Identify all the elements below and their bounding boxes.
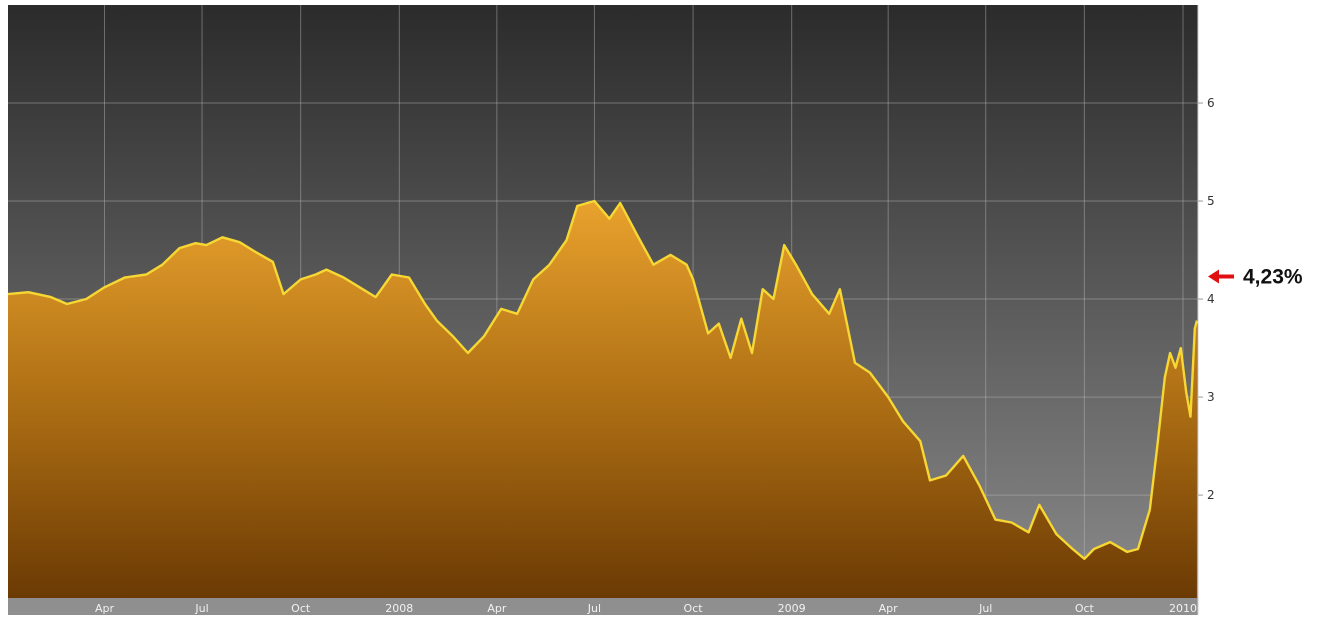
y-tick-label: 2: [1207, 488, 1215, 502]
x-tick-label: 2008: [385, 602, 413, 615]
series-area: [8, 201, 1197, 598]
x-tick-label: Apr: [879, 602, 899, 615]
callout: 4,23%: [1208, 266, 1303, 289]
y-tick-label: 6: [1207, 96, 1215, 110]
x-tick-label: Apr: [95, 602, 115, 615]
x-tick-label: Oct: [684, 602, 704, 615]
series-line: [7, 199, 1199, 560]
x-tick-label: 2010: [1169, 602, 1197, 615]
x-tick-labels: Apr Jul Oct 2008 Apr Jul Oct 2009 Apr Jul Oct 2010: [95, 602, 1197, 615]
x-tick-label: Jul: [194, 602, 208, 615]
x-tick-label: 2009: [778, 602, 806, 615]
x-tick-label: Apr: [487, 602, 507, 615]
x-tick-label: Oct: [291, 602, 311, 615]
x-tick-label: Jul: [587, 602, 601, 615]
x-tick-label: Jul: [978, 602, 992, 615]
y-tick-label: 4: [1207, 292, 1215, 306]
y-tick-label: 3: [1207, 390, 1215, 404]
callout-arrow-icon: [1208, 269, 1219, 284]
x-tick-label: Oct: [1075, 602, 1095, 615]
y-tick-labels: 2 3 4 5 6: [1198, 96, 1215, 502]
x-axis-band: [8, 598, 1198, 615]
y-tick-label: 5: [1207, 194, 1215, 208]
callout-label: 4,23%: [1243, 266, 1303, 289]
